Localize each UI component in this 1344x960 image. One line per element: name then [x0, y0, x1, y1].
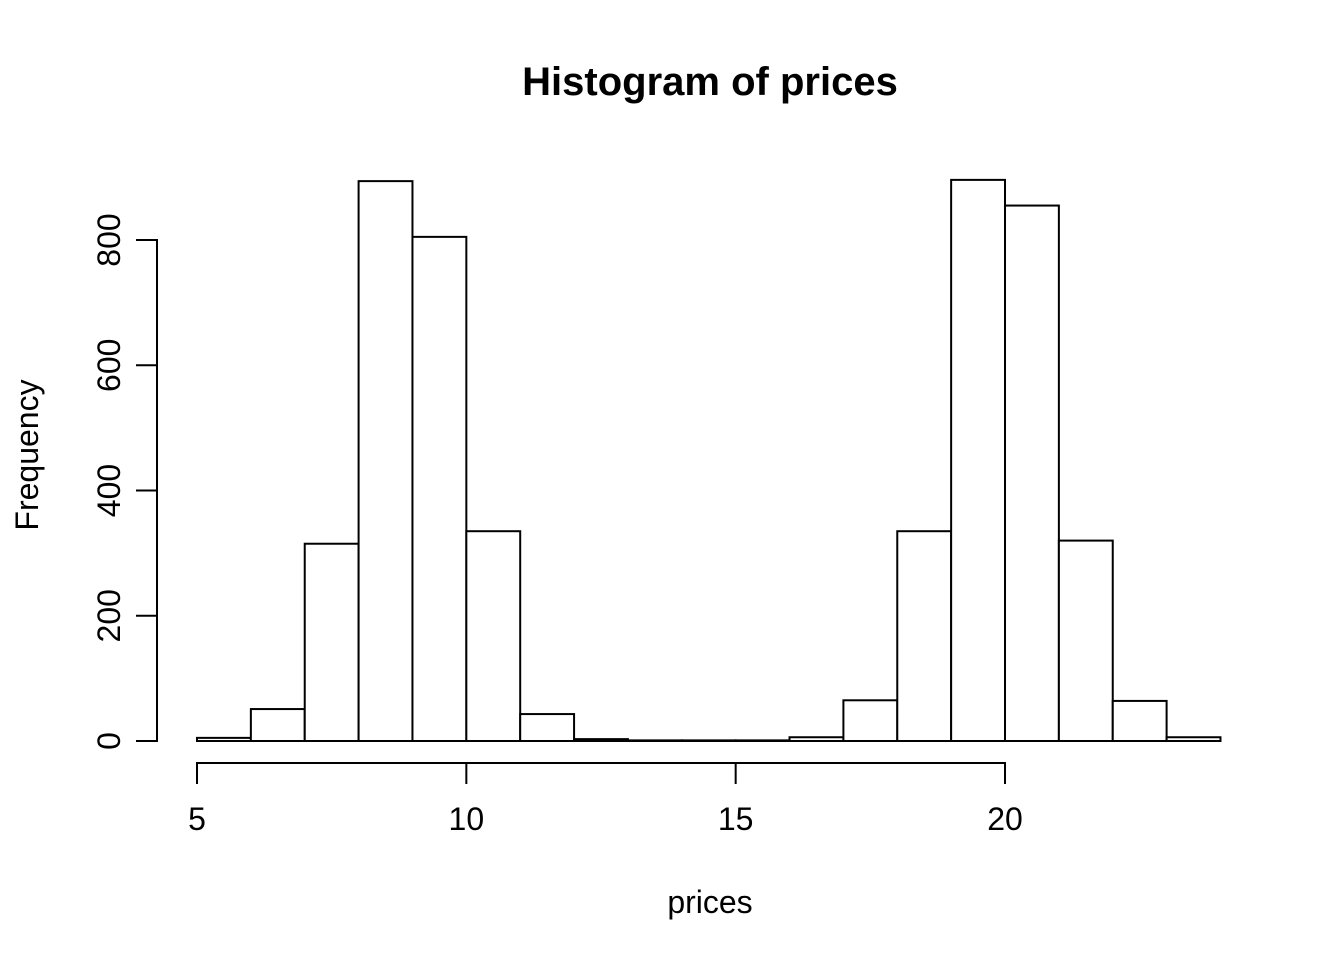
y-axis-label: Frequency [9, 379, 45, 530]
histogram-bar [303, 542, 360, 743]
tick-label: 10 [449, 801, 485, 837]
tick-label: 600 [91, 339, 127, 392]
histogram-bar [249, 708, 306, 743]
histogram-bars [196, 178, 1222, 743]
histogram-bar [1057, 539, 1114, 742]
histogram-bar [1111, 699, 1168, 742]
x-axis: 5 10 15 20 [188, 762, 1023, 837]
chart-title: Histogram of prices [522, 60, 898, 104]
tick-label: 800 [91, 213, 127, 266]
histogram-bar [896, 530, 953, 742]
y-axis: 0 200 400 600 800 [91, 213, 158, 750]
histogram-bar [950, 178, 1007, 742]
histogram-bar [519, 713, 576, 742]
histogram-bar [411, 235, 468, 742]
tick-label: 15 [718, 801, 754, 837]
histogram-bar [465, 530, 522, 742]
histogram-bar [357, 180, 414, 742]
tick-label: 0 [91, 732, 127, 750]
tick-label: 20 [987, 801, 1023, 837]
histogram-bar [842, 699, 899, 743]
tick-label: 400 [91, 464, 127, 517]
tick-label: 200 [91, 589, 127, 642]
histogram-bar [1004, 204, 1060, 742]
x-axis-label: prices [667, 884, 752, 920]
tick-label: 5 [188, 801, 206, 837]
